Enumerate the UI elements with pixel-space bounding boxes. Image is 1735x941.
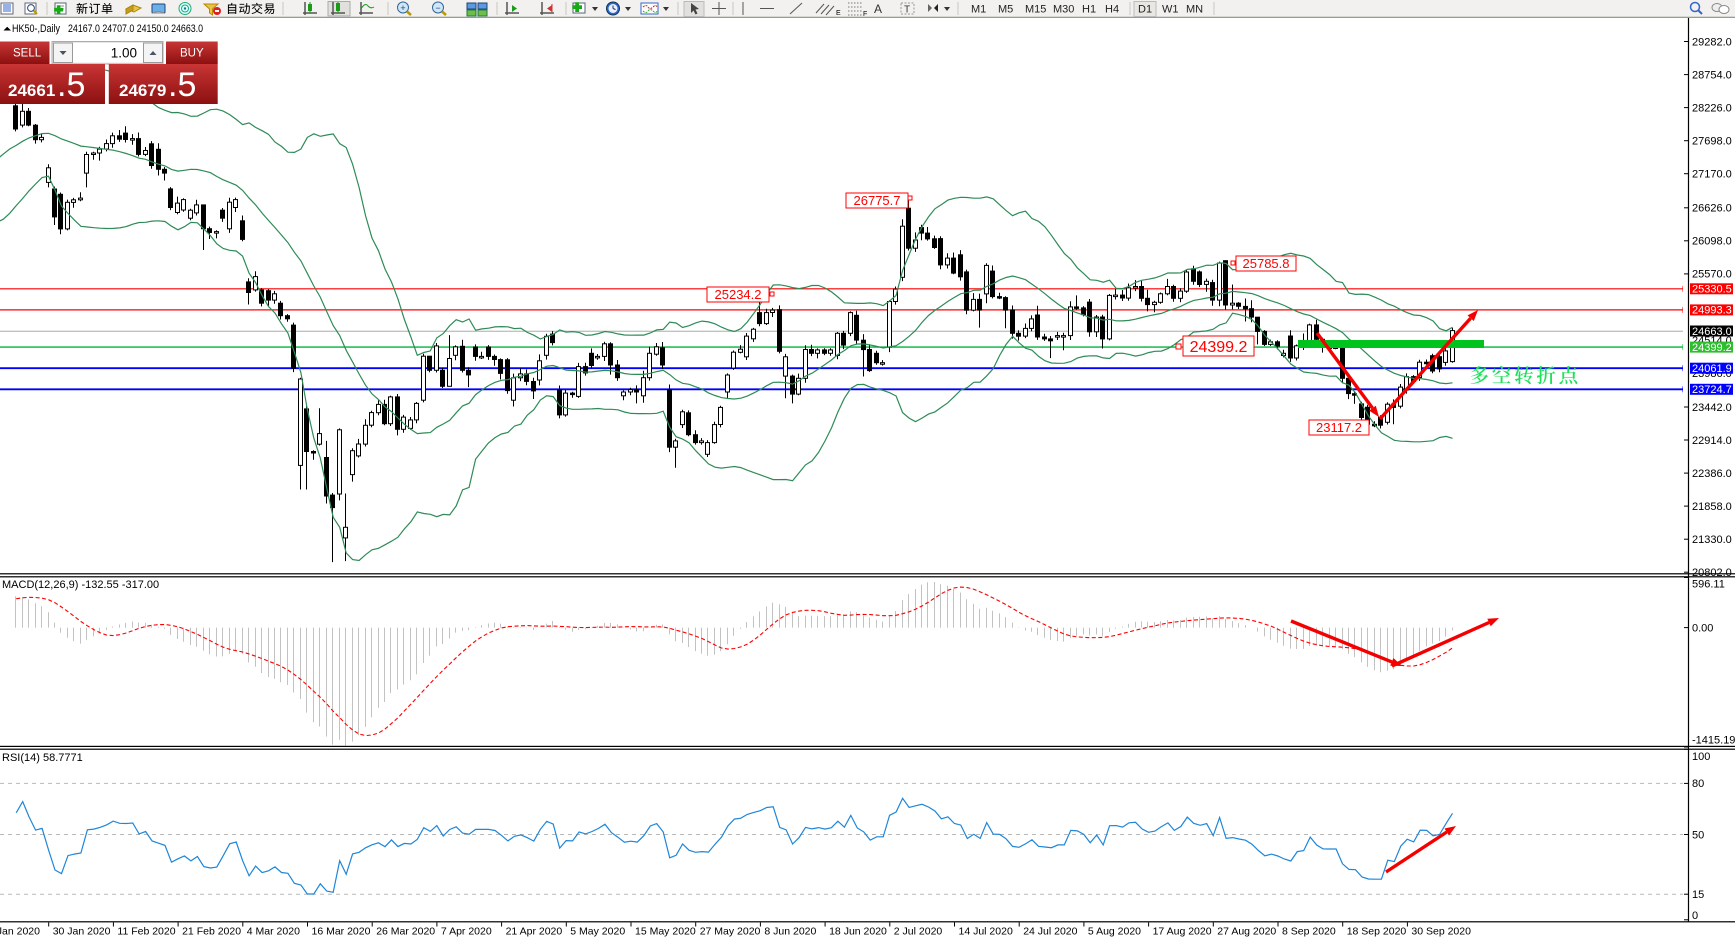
svg-text:18 Jun 2020: 18 Jun 2020 bbox=[829, 926, 887, 938]
svg-text:A: A bbox=[874, 2, 882, 16]
svg-text:2 Jul 2020: 2 Jul 2020 bbox=[894, 926, 943, 938]
svg-text:27170.0: 27170.0 bbox=[1692, 169, 1732, 181]
svg-text:D1: D1 bbox=[1138, 4, 1152, 16]
svg-text:30 Jan 2020: 30 Jan 2020 bbox=[53, 926, 111, 938]
svg-text:25234.2: 25234.2 bbox=[715, 287, 762, 302]
svg-text:27 May 2020: 27 May 2020 bbox=[700, 926, 761, 938]
svg-text:25785.8: 25785.8 bbox=[1243, 256, 1290, 271]
svg-text:21 Apr 2020: 21 Apr 2020 bbox=[506, 926, 563, 938]
svg-text:F: F bbox=[863, 11, 867, 18]
svg-text:25570.0: 25570.0 bbox=[1692, 269, 1732, 281]
svg-text:−: − bbox=[435, 3, 440, 13]
svg-text:24167.0 24707.0 24150.0 24663.: 24167.0 24707.0 24150.0 24663.0 bbox=[68, 23, 203, 35]
svg-text:6 Jan 2020: 6 Jan 2020 bbox=[0, 926, 40, 938]
svg-text:M15: M15 bbox=[1025, 4, 1046, 16]
svg-text:28226.0: 28226.0 bbox=[1692, 102, 1732, 114]
svg-text:15: 15 bbox=[1692, 889, 1704, 901]
svg-text:7 Apr 2020: 7 Apr 2020 bbox=[441, 926, 492, 938]
svg-text:23442.0: 23442.0 bbox=[1692, 402, 1732, 414]
svg-text:8 Sep 2020: 8 Sep 2020 bbox=[1282, 926, 1336, 938]
svg-text:24 Jul 2020: 24 Jul 2020 bbox=[1023, 926, 1077, 938]
svg-text:HK50-,Daily: HK50-,Daily bbox=[12, 23, 60, 35]
svg-text:24399.2: 24399.2 bbox=[1190, 339, 1248, 356]
svg-text:4 Mar 2020: 4 Mar 2020 bbox=[247, 926, 300, 938]
svg-text:-1415.19: -1415.19 bbox=[1692, 734, 1735, 746]
svg-text:W1: W1 bbox=[1162, 4, 1179, 16]
svg-text:27698.0: 27698.0 bbox=[1692, 136, 1732, 148]
svg-text:5 May 2020: 5 May 2020 bbox=[570, 926, 625, 938]
svg-text:27 Aug 2020: 27 Aug 2020 bbox=[1217, 926, 1276, 938]
svg-text:24663.0: 24663.0 bbox=[1692, 326, 1732, 338]
svg-text:SELL: SELL bbox=[13, 48, 42, 60]
svg-text:26098.0: 26098.0 bbox=[1692, 236, 1732, 248]
svg-text:28754.0: 28754.0 bbox=[1692, 69, 1732, 81]
svg-text:MACD(12,26,9) -132.55 -317.00: MACD(12,26,9) -132.55 -317.00 bbox=[2, 579, 159, 591]
svg-text:22914.0: 22914.0 bbox=[1692, 435, 1732, 447]
svg-text:+: + bbox=[400, 3, 405, 13]
svg-text:24993.3: 24993.3 bbox=[1692, 305, 1732, 317]
svg-text:50: 50 bbox=[1692, 829, 1704, 841]
svg-text:596.11: 596.11 bbox=[1692, 578, 1725, 590]
svg-text:14 Jul 2020: 14 Jul 2020 bbox=[959, 926, 1013, 938]
svg-text:M30: M30 bbox=[1053, 4, 1074, 16]
svg-text:80: 80 bbox=[1692, 778, 1704, 790]
svg-text:RSI(14) 58.7771: RSI(14) 58.7771 bbox=[2, 752, 83, 764]
svg-text:H4: H4 bbox=[1105, 4, 1119, 16]
svg-text:11 Feb 2020: 11 Feb 2020 bbox=[117, 926, 175, 938]
svg-text:0.00: 0.00 bbox=[1692, 622, 1713, 634]
svg-text:BUY: BUY bbox=[180, 48, 204, 60]
svg-text:0: 0 bbox=[1692, 910, 1698, 922]
svg-text:T: T bbox=[904, 5, 910, 16]
svg-text:26775.7: 26775.7 bbox=[854, 193, 901, 208]
svg-text:24399.2: 24399.2 bbox=[1692, 342, 1732, 354]
svg-text:M5: M5 bbox=[998, 4, 1013, 16]
svg-text:.5: .5 bbox=[57, 66, 85, 104]
svg-text:21 Feb 2020: 21 Feb 2020 bbox=[182, 926, 241, 938]
svg-text:5 Aug 2020: 5 Aug 2020 bbox=[1088, 926, 1141, 938]
svg-text:M1: M1 bbox=[971, 4, 986, 16]
svg-text:17 Aug 2020: 17 Aug 2020 bbox=[1153, 926, 1212, 938]
svg-text:8 Jun 2020: 8 Jun 2020 bbox=[764, 926, 816, 938]
svg-text:23117.2: 23117.2 bbox=[1316, 420, 1362, 435]
svg-text:26626.0: 26626.0 bbox=[1692, 203, 1732, 215]
svg-text:H1: H1 bbox=[1082, 4, 1096, 16]
svg-text:100: 100 bbox=[1692, 751, 1710, 763]
svg-text:E: E bbox=[836, 10, 841, 17]
svg-text:29282.0: 29282.0 bbox=[1692, 36, 1732, 48]
svg-text:30 Sep 2020: 30 Sep 2020 bbox=[1411, 926, 1471, 938]
svg-text:21330.0: 21330.0 bbox=[1692, 534, 1732, 546]
svg-text:21858.0: 21858.0 bbox=[1692, 501, 1732, 513]
svg-text:26 Mar 2020: 26 Mar 2020 bbox=[376, 926, 435, 938]
svg-text:15 May 2020: 15 May 2020 bbox=[635, 926, 696, 938]
svg-text:MN: MN bbox=[1186, 4, 1203, 16]
svg-text:20802.0: 20802.0 bbox=[1692, 567, 1732, 579]
svg-text:22386.0: 22386.0 bbox=[1692, 468, 1732, 480]
svg-text:25330.5: 25330.5 bbox=[1692, 284, 1732, 296]
svg-text:23724.7: 23724.7 bbox=[1692, 384, 1732, 396]
svg-text:18 Sep 2020: 18 Sep 2020 bbox=[1347, 926, 1407, 938]
svg-text:24061.9: 24061.9 bbox=[1692, 363, 1732, 375]
svg-text:16 Mar 2020: 16 Mar 2020 bbox=[312, 926, 371, 938]
svg-text:24661: 24661 bbox=[8, 81, 55, 100]
svg-text:.5: .5 bbox=[168, 66, 196, 104]
svg-text:1.00: 1.00 bbox=[111, 46, 137, 61]
svg-text:24679: 24679 bbox=[119, 81, 166, 100]
